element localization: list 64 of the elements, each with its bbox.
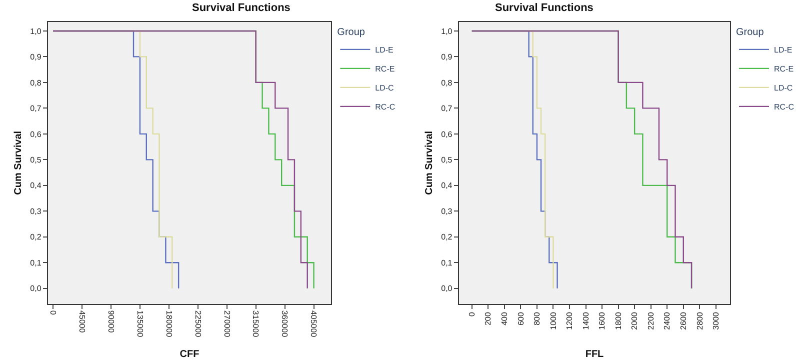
- y-tick-label: 0,4: [30, 181, 42, 190]
- x-tick-label: 0: [48, 310, 58, 316]
- y-tick-label: 1,0: [441, 26, 453, 36]
- x-tick-label: 45000: [77, 310, 86, 334]
- x-tick-label: 0: [467, 311, 476, 316]
- y-axis-title: Cum Survival: [13, 130, 24, 195]
- x-tick-label: 1600: [598, 311, 607, 330]
- legend-label: RC-C: [375, 102, 396, 112]
- y-tick-label: 0,2: [30, 232, 42, 242]
- legend-label: RC-E: [375, 64, 395, 74]
- x-tick-label: 270000: [222, 310, 232, 338]
- legend-label: RC-C: [774, 102, 794, 112]
- x-tick-label: 1400: [581, 311, 590, 330]
- x-tick-label: 225000: [193, 310, 202, 338]
- legend-title: Group: [337, 26, 366, 38]
- x-axis-title: CFF: [180, 349, 200, 360]
- legend-title: Group: [736, 26, 764, 38]
- legend-label: LD-C: [774, 84, 793, 93]
- x-tick-label: 1800: [614, 311, 623, 330]
- y-tick-label: 0,9: [441, 52, 453, 62]
- x-tick-label: 600: [516, 312, 526, 326]
- x-tick-label: 2000: [630, 311, 640, 330]
- y-tick-label: 0,0: [441, 284, 453, 294]
- y-tick-label: 0,5: [30, 155, 42, 164]
- x-tick-label: 315000: [251, 310, 260, 338]
- y-axis-title: Cum Survival: [424, 130, 436, 195]
- x-tick-label: 3000: [712, 311, 721, 330]
- y-tick-label: 0,9: [30, 52, 42, 62]
- x-tick-label: 1000: [548, 311, 558, 330]
- y-tick-label: 0,3: [441, 206, 453, 216]
- x-axis-title: FFL: [585, 349, 604, 360]
- x-tick-label: 400: [500, 312, 510, 326]
- y-tick-label: 0,8: [30, 78, 42, 88]
- x-tick-label: 2800: [695, 311, 704, 330]
- x-tick-label: 800: [532, 312, 542, 326]
- y-tick-label: 0,4: [441, 181, 453, 190]
- y-tick-label: 0,6: [441, 130, 453, 139]
- y-tick-label: 0,1: [441, 258, 453, 268]
- x-tick-label: 2400: [662, 311, 672, 330]
- legend-label: LD-E: [774, 46, 792, 55]
- x-tick-label: 2600: [678, 311, 688, 330]
- y-tick-label: 0,1: [30, 258, 42, 268]
- y-tick-label: 0,5: [441, 155, 453, 164]
- x-tick-label: 1200: [565, 311, 574, 330]
- x-tick-label: 180000: [164, 310, 174, 338]
- y-tick-label: 0,3: [30, 206, 42, 216]
- y-tick-label: 1,0: [30, 26, 42, 36]
- x-tick-label: 405000: [309, 310, 318, 338]
- x-tick-label: 360000: [280, 310, 290, 338]
- y-tick-label: 0,8: [441, 78, 453, 88]
- x-tick-label: 200: [484, 312, 493, 326]
- y-tick-label: 0,2: [441, 232, 453, 242]
- y-tick-label: 0,0: [30, 284, 42, 294]
- x-tick-label: 135000: [135, 310, 144, 338]
- y-tick-label: 0,7: [30, 104, 42, 113]
- y-tick-label: 0,6: [30, 130, 42, 139]
- y-tick-label: 0,7: [441, 104, 453, 113]
- x-tick-label: 2200: [646, 311, 656, 330]
- legend-label: LD-C: [375, 84, 394, 93]
- chart-title: Survival Functions: [192, 2, 290, 14]
- legend-label: RC-E: [774, 64, 794, 74]
- legend-label: LD-E: [375, 46, 394, 55]
- x-tick-label: 90000: [106, 310, 116, 334]
- chart-title: Survival Functions: [495, 2, 594, 14]
